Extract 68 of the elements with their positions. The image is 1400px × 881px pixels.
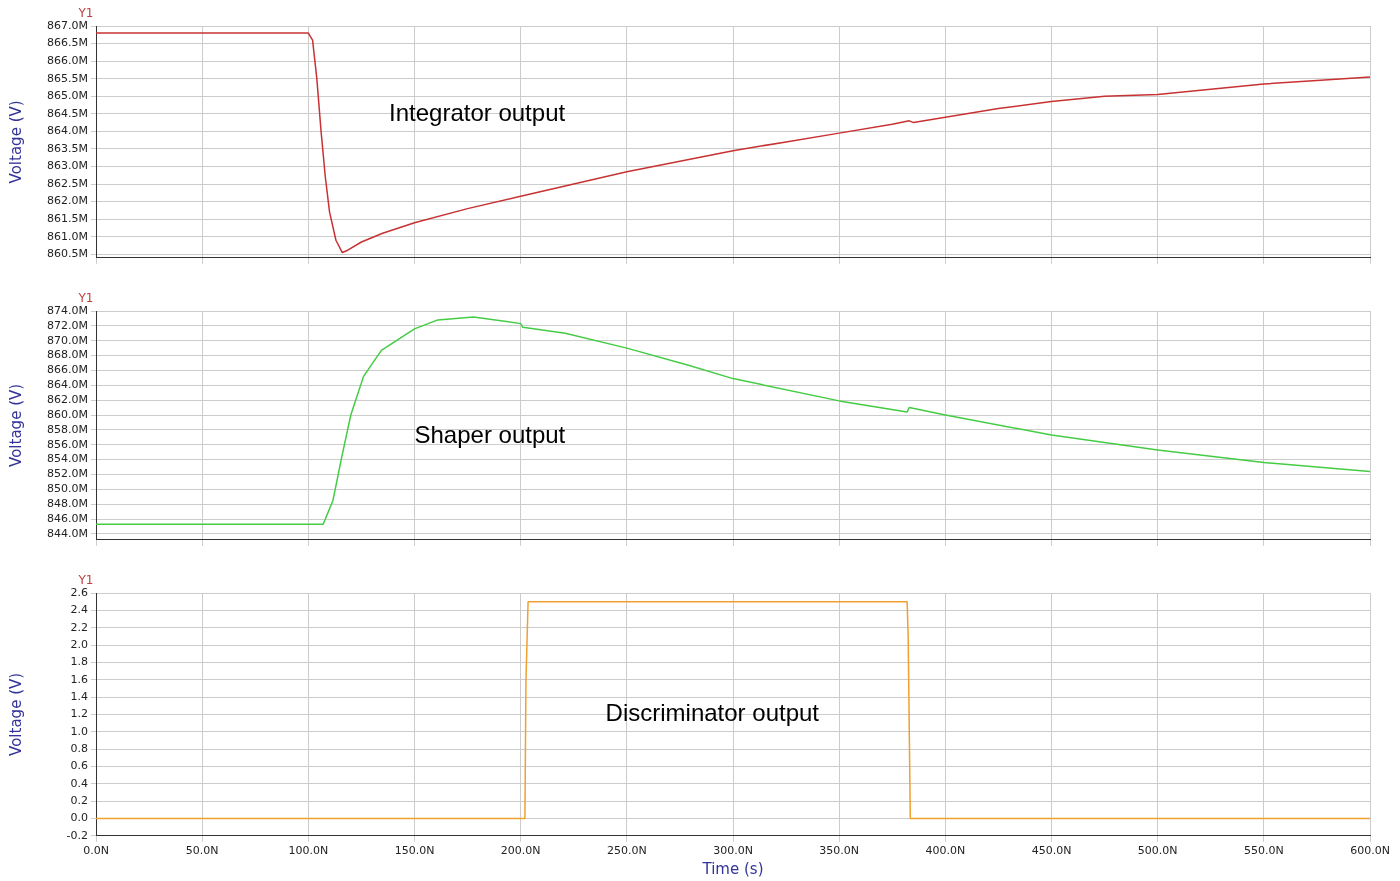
- y-tick-label: 862.0M: [47, 194, 88, 208]
- y-tick-label: 863.0M: [47, 159, 88, 173]
- text: Discriminator output: [605, 699, 820, 727]
- y-tick-label: 1.0: [70, 724, 88, 738]
- x-tick-label: 600.0N: [1350, 844, 1390, 858]
- x-tick-label: 450.0N: [1031, 844, 1072, 858]
- x-tick-label: 0.0N: [83, 844, 109, 858]
- x-tick-label: 300.0N: [713, 844, 753, 858]
- y-tick-label: 0.2: [70, 793, 88, 807]
- x-tick-label: 50.0N: [185, 844, 219, 858]
- x-tick-label: 550.0N: [1243, 844, 1284, 858]
- y-tick-label: 2.2: [70, 620, 88, 634]
- x-axis-title: Time (s): [701, 859, 764, 878]
- text: Shaper output: [414, 421, 566, 449]
- y-axis-title: Voltage (V): [6, 383, 25, 467]
- y-tick-label: 1.8: [70, 655, 88, 669]
- y-tick-label: 866.5M: [47, 36, 88, 50]
- y-tick-label: 864.5M: [47, 106, 88, 120]
- y-tick-label: 2.4: [70, 603, 88, 617]
- y-tick-label: 864.0M: [47, 124, 88, 138]
- y-tick-label: 872.0M: [47, 318, 88, 332]
- y-tick-label: 2.6: [70, 585, 88, 599]
- x-tick-label: 100.0N: [288, 844, 329, 858]
- y-tick-label: 867.0M: [47, 18, 88, 32]
- y-tick-label: 870.0M: [47, 333, 88, 347]
- y-tick-label: 865.5M: [47, 71, 88, 85]
- text: Y1: [77, 6, 94, 21]
- y-tick-label: 844.0M: [47, 526, 88, 540]
- y-tick-label: 864.0M: [47, 378, 88, 392]
- y-tick-label: 861.0M: [47, 229, 88, 243]
- x-tick-label: 200.0N: [500, 844, 541, 858]
- y-tick-label: 0.4: [70, 776, 88, 790]
- y-tick-label: 1.2: [70, 707, 88, 721]
- y-tick-label: 854.0M: [47, 452, 88, 466]
- y-tick-label: 846.0M: [47, 511, 88, 525]
- y-axis-title: Voltage (V): [6, 100, 25, 184]
- x-tick-label: 500.0N: [1137, 844, 1178, 858]
- y-tick-label: 874.0M: [47, 303, 88, 317]
- y-tick-label: 866.0M: [47, 53, 88, 67]
- y-tick-label: 862.0M: [47, 393, 88, 406]
- y-tick-label: 866.0M: [47, 363, 88, 377]
- x-tick-label: 350.0N: [819, 844, 860, 858]
- x-tick-label: 400.0N: [925, 844, 966, 858]
- y-tick-label: 862.5M: [47, 176, 88, 190]
- y-tick-label: 868.0M: [47, 348, 88, 362]
- y-tick-label: 0.6: [70, 759, 88, 773]
- x-tick-label: 150.0N: [394, 844, 435, 858]
- y-tick-label: 863.5M: [47, 141, 88, 155]
- y-tick-label: 1.6: [70, 672, 88, 686]
- y-axis-title: Voltage (V): [6, 672, 25, 756]
- y-tick-label: 1.4: [70, 689, 88, 703]
- y-tick-label: 861.5M: [47, 212, 88, 226]
- y-tick-label: 0.0: [70, 811, 88, 825]
- y-tick-label: 860.0M: [47, 407, 88, 421]
- y-tick-label: 848.0M: [47, 497, 88, 510]
- y-tick-label: 850.0M: [47, 482, 88, 496]
- text: Y1: [77, 573, 94, 588]
- x-tick-label: 250.0N: [606, 844, 647, 858]
- y-tick-label: 0.8: [70, 741, 88, 755]
- y-tick-label: 858.0M: [47, 422, 88, 436]
- y-tick-label: 2.0: [70, 637, 88, 651]
- y-tick-label: 860.5M: [47, 247, 88, 261]
- y-tick-label: 856.0M: [47, 437, 88, 451]
- text: Integrator output: [389, 98, 566, 126]
- text: Y1: [77, 291, 94, 306]
- y-tick-label: 865.0M: [47, 89, 88, 103]
- y-tick-label: -0.2: [66, 828, 88, 842]
- y-tick-label: 852.0M: [47, 467, 88, 481]
